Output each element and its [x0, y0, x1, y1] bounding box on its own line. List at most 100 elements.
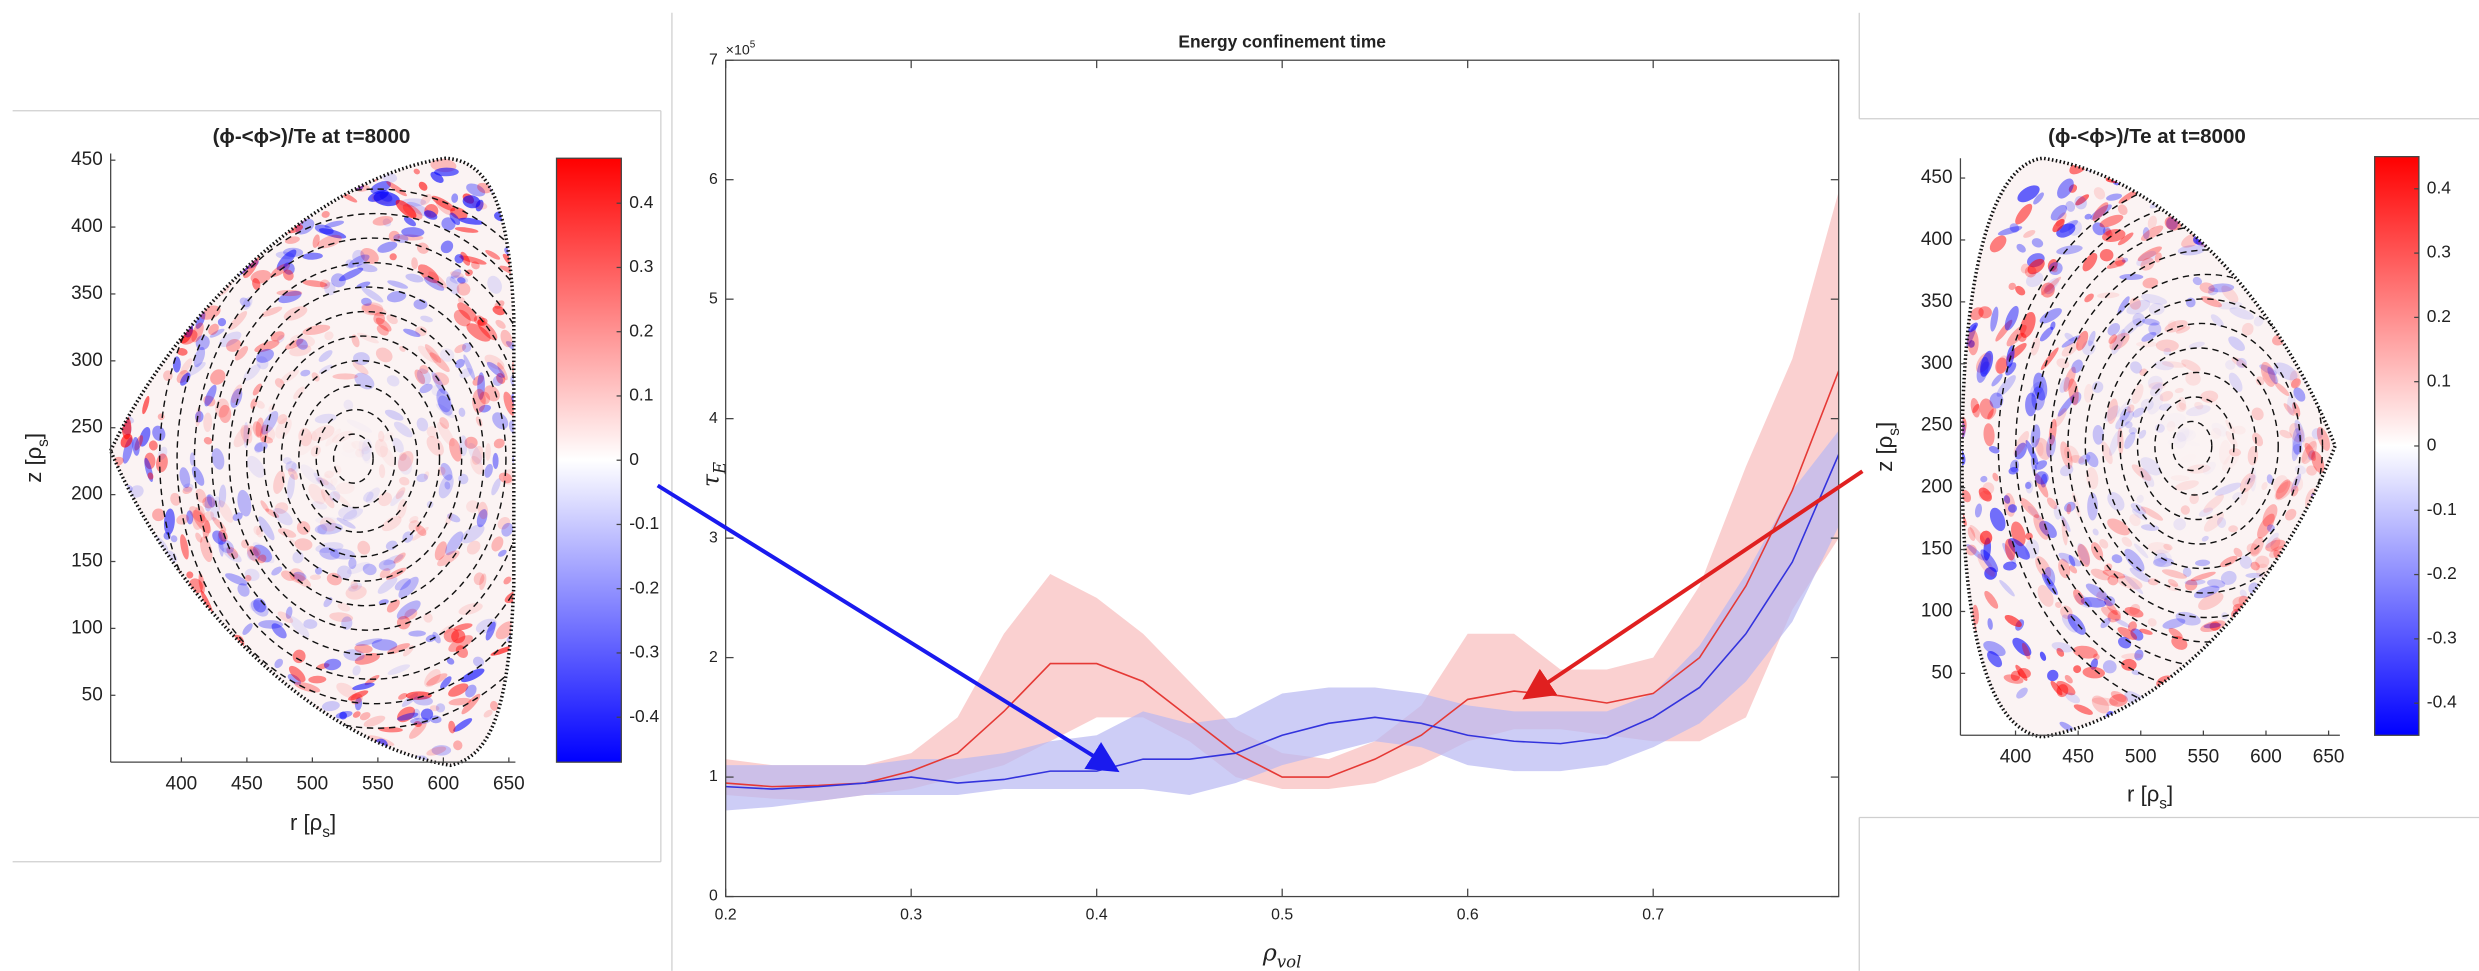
field-blob [2057, 178, 2074, 199]
field-blob [2251, 407, 2264, 421]
field-blob [2185, 371, 2201, 386]
field-blob [319, 517, 337, 532]
field-blob [2142, 227, 2150, 240]
field-blob [2039, 308, 2062, 324]
field-blob [503, 391, 514, 416]
colorbar-tick-label: -0.2 [2427, 563, 2457, 583]
field-blob [2033, 192, 2044, 205]
field-blob [2174, 480, 2199, 491]
field-blob [2092, 202, 2109, 222]
field-blob [249, 600, 261, 612]
field-blob [2253, 315, 2264, 327]
field-blob [2124, 432, 2136, 449]
field-blob [95, 378, 111, 403]
field-blob [218, 539, 234, 554]
field-blob [518, 616, 532, 629]
field-blob [2129, 514, 2141, 527]
field-blob [437, 466, 446, 476]
field-blob [218, 484, 227, 508]
field-blob [2189, 493, 2199, 505]
field-blob [398, 576, 419, 599]
field-blob [111, 323, 127, 345]
field-blob [1983, 423, 1995, 447]
field-blob [449, 212, 461, 226]
field-blob [2319, 312, 2336, 324]
field-blob [386, 290, 407, 303]
field-blob [192, 253, 210, 264]
field-blob [2257, 598, 2271, 613]
field-blob [420, 315, 433, 323]
field-blob [2282, 158, 2309, 168]
field-blob [2058, 558, 2071, 579]
field-blob [2060, 441, 2073, 469]
flux-surface [2084, 298, 2324, 594]
field-blob [2301, 440, 2317, 465]
field-blob [2099, 249, 2114, 262]
field-blob [2141, 331, 2157, 342]
field-blob [454, 344, 467, 354]
field-blob [403, 216, 416, 227]
x-tick-label: 550 [2188, 746, 2220, 767]
flux-surface [211, 261, 514, 656]
field-blob [277, 752, 286, 765]
field-blob [2034, 473, 2049, 498]
field-blob [537, 280, 554, 297]
field-blob [2251, 714, 2275, 724]
field-blob [491, 478, 501, 496]
field-blob [2278, 588, 2297, 610]
field-blob [1967, 527, 1976, 541]
field-blob [429, 715, 442, 724]
field-blob [2127, 621, 2137, 632]
field-blob [290, 714, 310, 732]
field-blob [184, 281, 207, 293]
field-blob [2345, 186, 2358, 203]
field-blob [2114, 618, 2131, 628]
field-blob [2277, 676, 2292, 690]
field-blob [2316, 426, 2331, 451]
field-blob [2266, 618, 2279, 632]
field-blob [1927, 393, 1937, 409]
field-blob [2251, 255, 2265, 269]
field-blob [2083, 151, 2095, 159]
field-blob [419, 365, 429, 374]
field-blob [2232, 492, 2243, 501]
field-blob [242, 296, 253, 310]
field-blob [1999, 579, 2015, 597]
field-blob [2115, 410, 2135, 430]
field-blob [2024, 481, 2032, 490]
field-blob [458, 473, 469, 485]
field-blob [1970, 307, 1984, 321]
field-blob [460, 251, 471, 266]
field-blob [484, 354, 505, 370]
field-blob [529, 308, 549, 331]
colorbar-tick-label: -0.1 [629, 513, 659, 533]
field-blob [1968, 322, 1978, 333]
field-blob [384, 409, 404, 421]
field-blob [2102, 226, 2111, 236]
field-blob [259, 720, 282, 737]
field-blob [2065, 201, 2076, 212]
field-blob [173, 693, 195, 709]
field-blob [111, 352, 121, 363]
colorbar-tick-label: 0.2 [2427, 306, 2451, 326]
field-blob [2252, 432, 2264, 447]
field-blob [453, 309, 471, 327]
field-blob [2147, 375, 2163, 389]
field-blob [519, 228, 536, 245]
field-blob [348, 254, 370, 268]
field-blob [362, 563, 377, 576]
field-blob [2228, 448, 2242, 457]
field-blob [244, 574, 252, 582]
x-tick-label: 500 [2125, 746, 2157, 767]
field-blob [2090, 658, 2099, 670]
field-blob [2302, 436, 2317, 450]
field-blob [226, 546, 239, 559]
field-blob [2010, 670, 2021, 681]
field-blob [397, 706, 416, 723]
field-blob [2237, 244, 2248, 253]
field-blob [2352, 482, 2359, 505]
field-blob [2056, 245, 2083, 255]
field-blob [2265, 539, 2286, 552]
field-blob [2192, 694, 2214, 707]
field-blob [298, 730, 324, 743]
